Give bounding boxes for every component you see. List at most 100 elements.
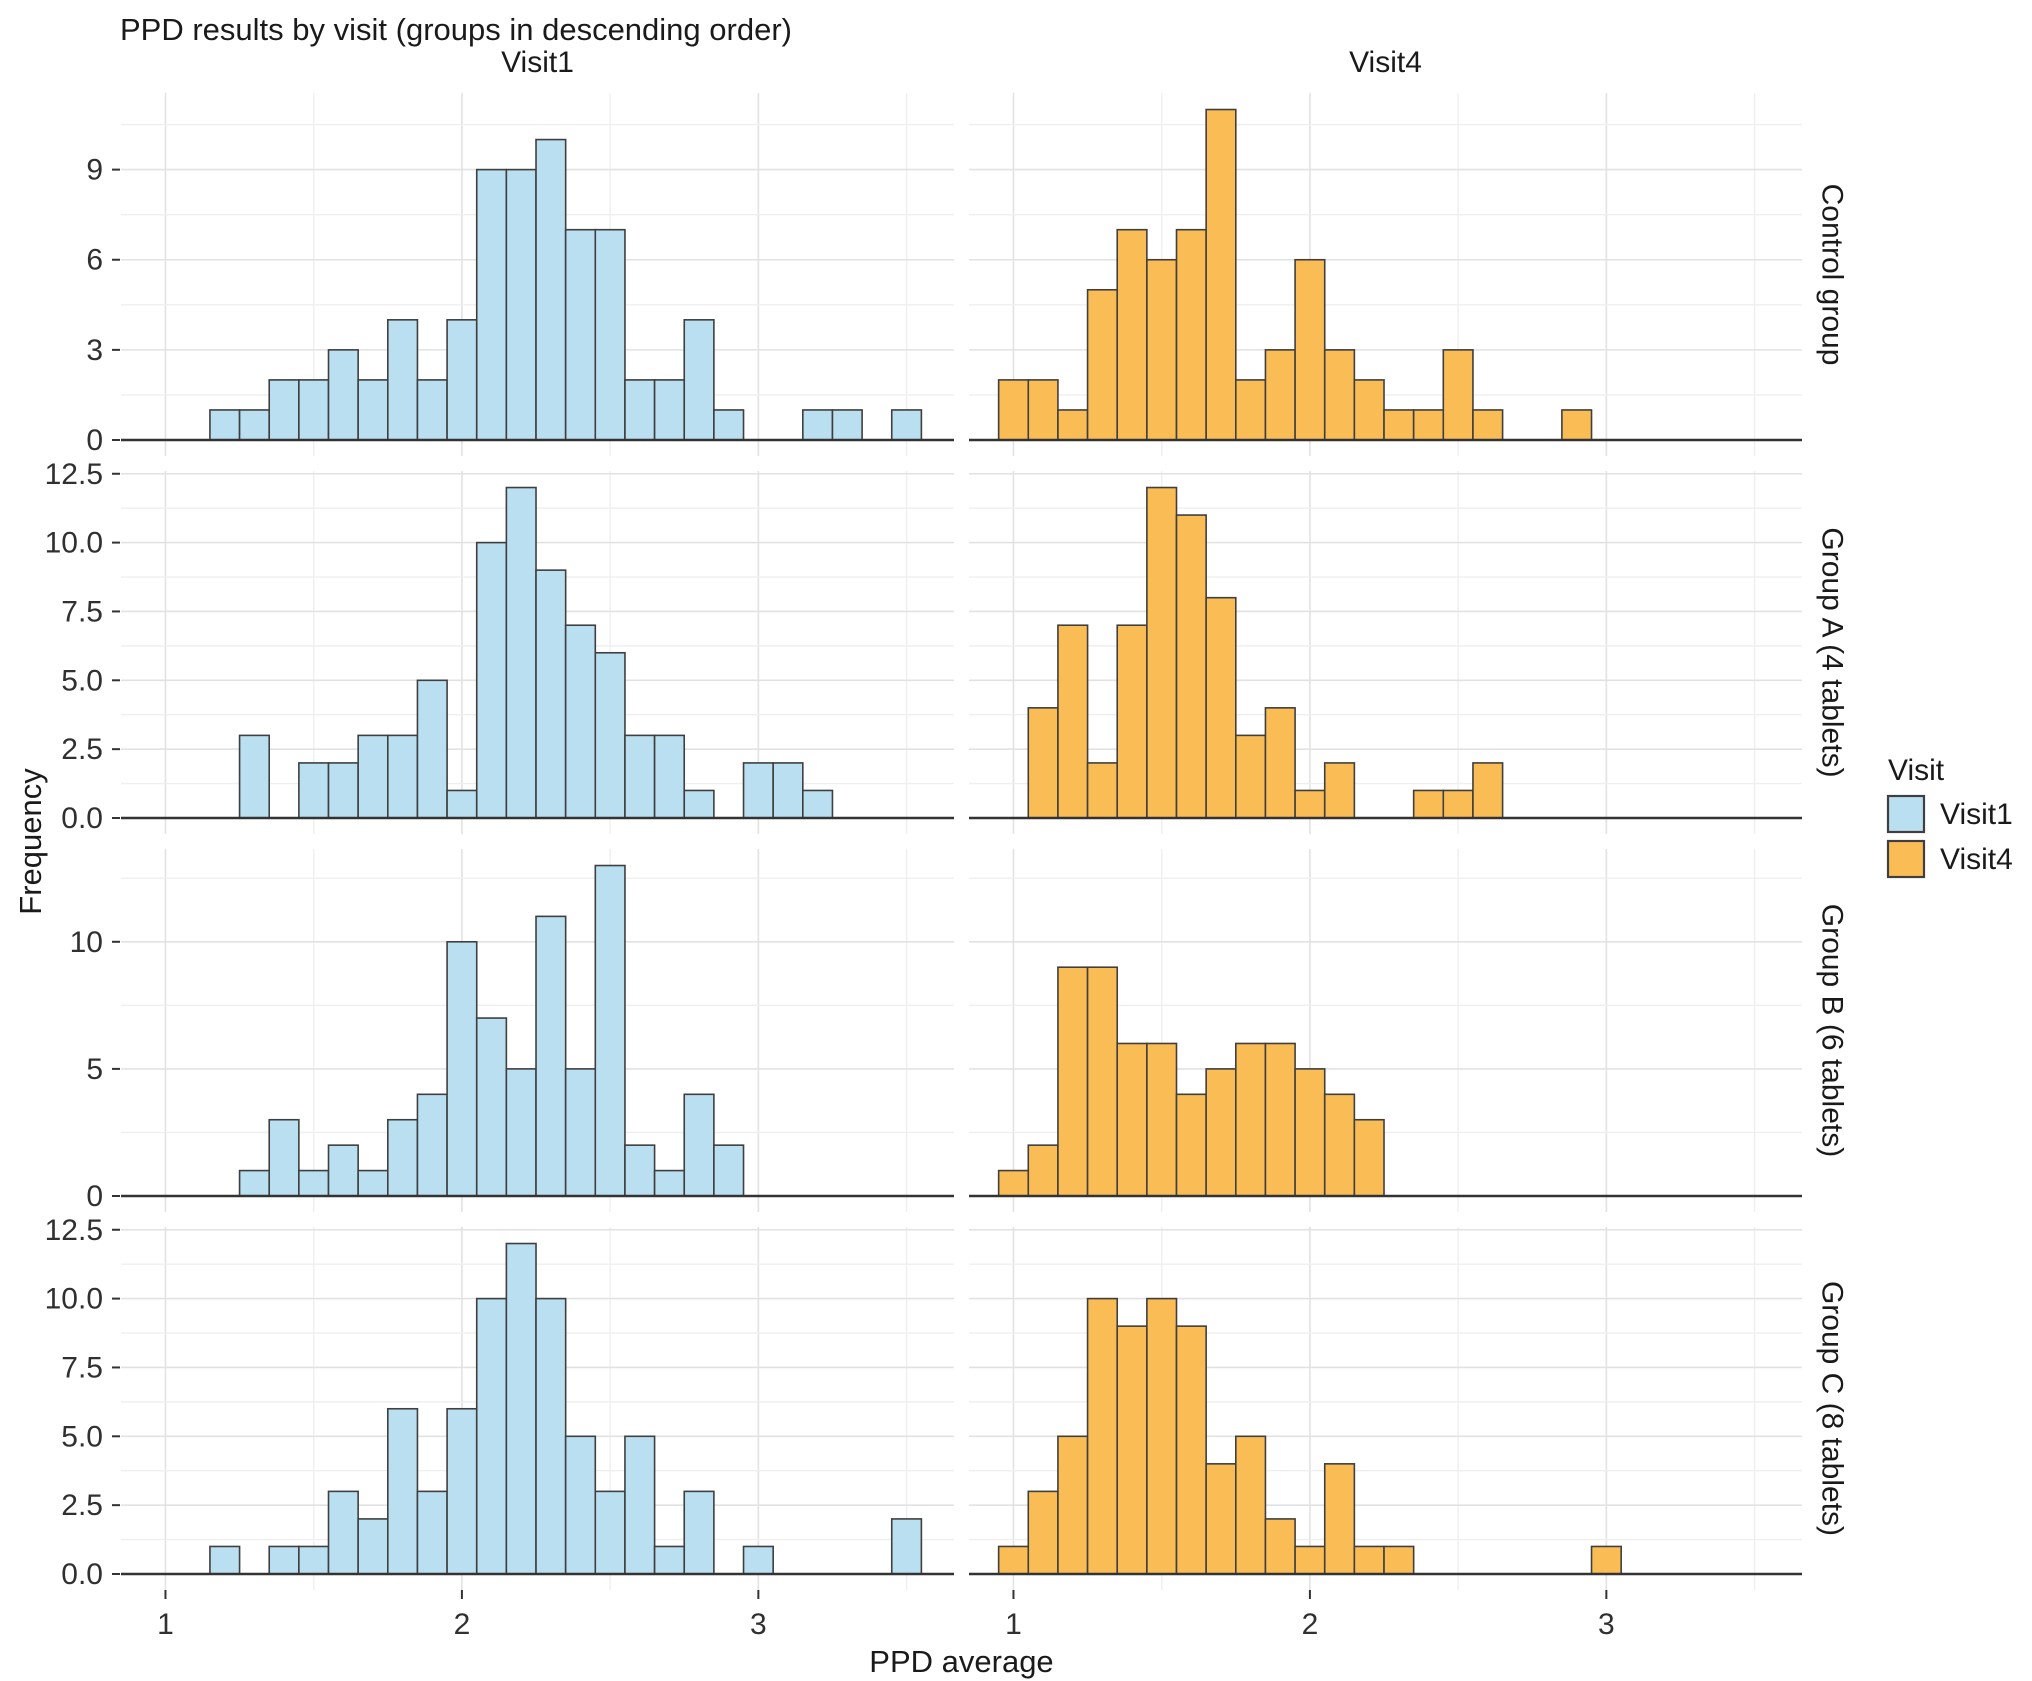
y-tick-label: 7.5 [61,595,103,628]
histogram-bar [1175,1093,1207,1197]
y-tick-label: 6 [86,244,103,277]
histogram-bar [298,379,330,441]
histogram-bar [683,319,715,441]
histogram-bar [653,379,686,441]
histogram-bar [475,1017,508,1197]
histogram-bar [1294,789,1326,819]
histogram-bar [831,409,863,441]
legend-title: Visit [1888,754,1945,787]
histogram-bar [890,1518,923,1575]
x-tick-label: 3 [750,1608,767,1641]
histogram-bar [446,940,478,1197]
y-tick-label: 0 [86,424,103,457]
histogram-bar [238,1169,271,1197]
y-tick-label: 3 [86,334,103,367]
histogram-bar [594,651,626,819]
histogram-bar [1205,108,1237,441]
histogram-bar [1294,258,1326,441]
histogram-bar [683,1490,715,1575]
histogram-bar [1234,379,1267,441]
x-tick-label: 1 [1005,1608,1022,1641]
histogram-bar [1412,789,1445,819]
histogram-bar [298,1169,330,1197]
histogram-bar [357,379,389,441]
histogram-bar [475,541,508,819]
histogram-bar [1146,1042,1178,1197]
histogram-bar [1086,1297,1119,1575]
histogram-bar [446,319,478,441]
histogram-bar [1294,1068,1326,1197]
histogram-bar [327,349,359,441]
histogram-bar [1086,762,1119,819]
histogram-bar [624,1435,656,1575]
histogram-bar [713,409,745,441]
histogram-bar [446,1407,478,1575]
histogram-bar [416,1093,448,1197]
y-tick-label: 0.0 [61,1558,103,1591]
histogram-bar [386,734,419,819]
y-tick-label: 5.0 [61,1420,103,1453]
histogram-bar [997,1169,1030,1197]
histogram-bar [1383,409,1415,441]
histogram-bar [268,1118,300,1197]
histogram-bar [1146,258,1178,441]
x-tick-label: 2 [1302,1608,1319,1641]
histogram-bar [1412,409,1445,441]
histogram-bar [1264,1042,1296,1197]
histogram-bar [564,1068,597,1197]
histogram-bar [1264,707,1296,819]
histogram-bar [1205,1463,1237,1575]
histogram-bar [1175,514,1207,819]
y-tick-label: 9 [86,154,103,187]
histogram-bar [446,789,478,819]
histogram-bar [209,1545,241,1575]
histogram-bar [386,319,419,441]
histogram-bar [535,138,567,441]
histogram-bar [505,1242,537,1575]
histogram-bar [1294,1545,1326,1575]
y-tick-label: 10 [70,926,103,959]
histogram-bar [327,762,359,819]
histogram-bar [1323,762,1356,819]
histogram-bar [416,1490,448,1575]
histogram-bar [742,762,774,819]
histogram-bar [1323,349,1356,441]
histogram-bar [1561,409,1593,441]
histogram-bar [1442,789,1474,819]
histogram-bar [1472,409,1504,441]
histogram-bar [1383,1545,1415,1575]
histogram-bar [535,915,567,1197]
histogram-bar [1353,1118,1385,1197]
histogram-bar [505,486,537,819]
histogram-bar [1146,486,1178,819]
histogram-bar [653,734,686,819]
histogram-bar [683,1093,715,1197]
y-tick-label: 10.0 [45,527,103,560]
histogram-bar [505,168,537,441]
histogram-bar [624,1144,656,1197]
histogram-bar [772,762,804,819]
histogram-bar [1353,1545,1385,1575]
histogram-bar [1086,288,1119,441]
legend-swatch-visit1 [1886,794,1926,834]
legend-label: Visit1 [1940,798,2013,831]
facet-row-strip: Control group [1816,184,1849,366]
facet-column-header: Visit1 [501,46,574,79]
histogram-bar [535,1297,567,1575]
histogram-bar [327,1144,359,1197]
histogram-bar [327,1490,359,1575]
histogram-bar [1057,624,1089,819]
histogram-bar [1205,1068,1237,1197]
y-tick-label: 0 [86,1180,103,1213]
histogram-bar [1234,734,1267,819]
facet-row-strip: Group A (4 tablets) [1816,527,1849,777]
facet-column-header: Visit4 [1349,46,1422,79]
legend-swatch-visit4 [1886,839,1926,879]
histogram-bar [1146,1297,1178,1575]
y-tick-label: 7.5 [61,1351,103,1384]
histogram-bar [997,379,1030,441]
histogram-bar [209,409,241,441]
histogram-bar [1264,349,1296,441]
histogram-bar [298,1545,330,1575]
y-axis-title: Frequency [13,768,48,915]
